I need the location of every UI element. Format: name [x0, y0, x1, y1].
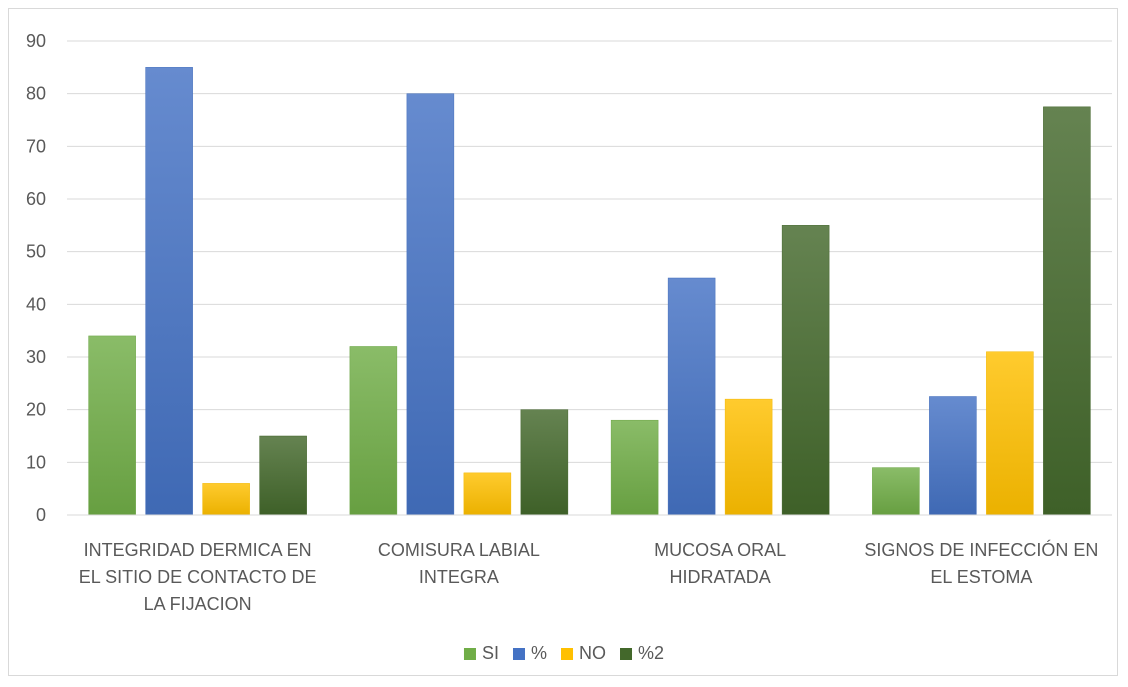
y-tick-label: 40	[26, 294, 46, 314]
bar-SI-2	[610, 419, 659, 516]
y-tick-label: 10	[26, 452, 46, 472]
bar-pct-3	[929, 396, 977, 516]
bar-pct2-1	[520, 409, 569, 516]
bar-pct2-3	[1043, 106, 1091, 516]
x-category-label: SIGNOS DE INFECCIÓN EN EL ESTOMA	[864, 539, 1098, 587]
y-tick-label: 70	[26, 136, 46, 156]
x-category-label: INTEGRIDAD DERMICA EN EL SITIO DE CONTACT…	[79, 540, 317, 614]
bar-pct-1	[406, 93, 455, 516]
y-tick-label: 90	[26, 31, 46, 51]
legend-label: %2	[638, 643, 664, 663]
bar-NO-3	[986, 351, 1034, 516]
bars	[88, 67, 1091, 516]
bar-SI-1	[349, 346, 398, 516]
legend-label: NO	[579, 643, 606, 663]
bar-pct2-0	[259, 435, 307, 516]
legend: SI% NO %2	[463, 643, 664, 663]
legend-label: SI	[482, 643, 499, 663]
legend-swatch	[512, 648, 525, 660]
legend-swatch	[620, 648, 633, 660]
bar-NO-2	[724, 398, 773, 516]
y-tick-label: 50	[26, 242, 46, 262]
bar-pct-0	[145, 67, 193, 516]
bar-NO-1	[463, 472, 512, 516]
bar-SI-3	[872, 467, 920, 516]
bar-pct-2	[667, 277, 716, 516]
x-category-label: COMISURA LABIAL INTEGRA	[378, 540, 540, 587]
y-tick-label: 20	[26, 400, 46, 420]
legend-label: %	[531, 643, 547, 663]
y-tick-label: 60	[26, 189, 46, 209]
y-tick-label: 80	[26, 84, 46, 104]
x-axis-category-labels: INTEGRIDAD DERMICA EN EL SITIO DE CONTACT…	[79, 539, 1099, 614]
bar-SI-0	[88, 335, 136, 516]
y-tick-label: 30	[26, 347, 46, 367]
x-category-label: MUCOSA ORAL HIDRATADA	[654, 540, 786, 587]
chart-frame	[8, 8, 1118, 676]
y-axis-tick-labels: 0 10 20 30 40 50 60 70 80 90	[26, 31, 46, 525]
legend-swatch	[463, 648, 476, 660]
legend-swatch	[561, 648, 574, 660]
bar-pct2-2	[781, 225, 830, 516]
y-tick-label: 0	[36, 505, 46, 525]
bar-NO-0	[202, 483, 250, 516]
